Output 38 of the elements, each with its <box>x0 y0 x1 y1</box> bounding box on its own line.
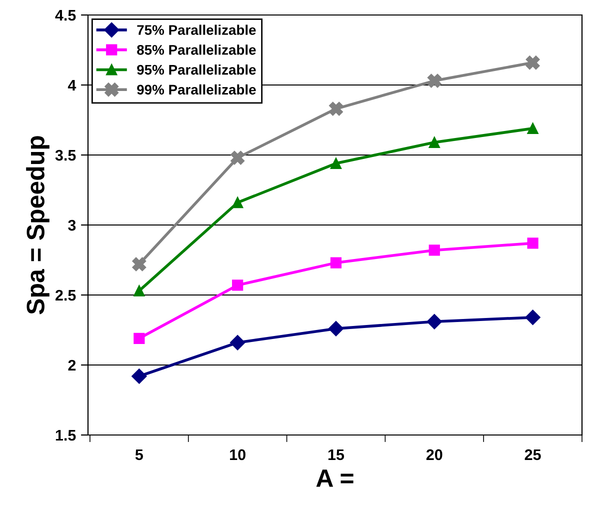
x-tick-label: 20 <box>426 449 442 460</box>
point <box>330 158 342 169</box>
x-tick-label: 15 <box>328 449 344 460</box>
x-axis-title: A = <box>316 470 354 487</box>
point <box>132 368 147 384</box>
point <box>230 335 246 350</box>
x-tick-label: 25 <box>524 449 541 460</box>
point <box>329 102 343 116</box>
point <box>527 238 538 249</box>
y-tick-label: 2 <box>68 360 76 371</box>
legend-label: 75% Parallelizable <box>137 24 256 35</box>
point <box>134 285 145 296</box>
x-tick-label: 10 <box>230 449 246 460</box>
y-tick-label: 2.5 <box>55 290 76 301</box>
y-tick-label: 4.5 <box>55 10 76 21</box>
x-tick-label: 5 <box>135 449 143 460</box>
point <box>232 197 244 208</box>
y-axis-title: Spa = Speedup <box>26 136 50 314</box>
legend-label: 85% Parallelizable <box>137 44 256 55</box>
point <box>428 136 440 148</box>
point <box>427 74 442 88</box>
y-tick-label: 1.5 <box>56 430 76 441</box>
point <box>426 314 442 330</box>
y-tick-label: 3.5 <box>55 150 76 161</box>
point <box>132 257 146 272</box>
y-tick-label: 3 <box>68 220 76 231</box>
point <box>328 321 344 336</box>
point <box>232 280 244 291</box>
point <box>525 310 540 325</box>
point <box>428 244 440 256</box>
point <box>527 122 538 134</box>
point <box>134 332 145 344</box>
legend-label: 99% Parallelizable <box>137 84 256 95</box>
legend-label: 95% Parallelizable <box>137 64 256 75</box>
point <box>330 257 342 268</box>
y-tick-label: 4 <box>68 80 76 91</box>
point <box>526 56 540 70</box>
point <box>230 150 245 165</box>
